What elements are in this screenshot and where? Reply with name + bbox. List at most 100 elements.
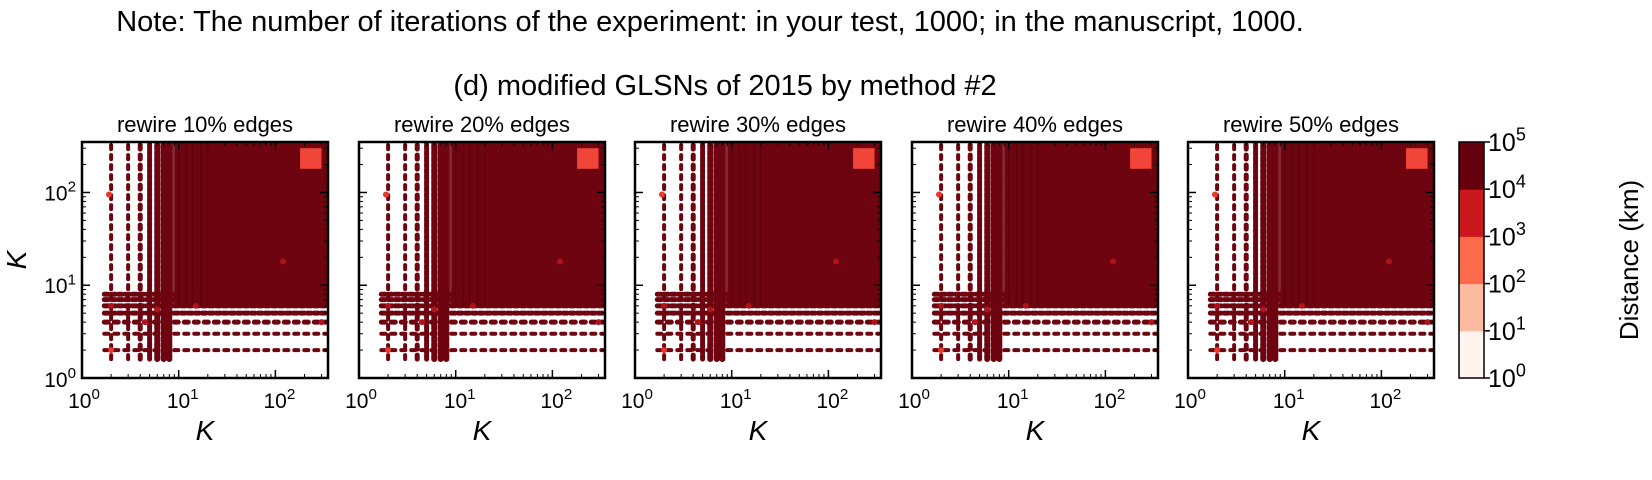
scatter-point-highlight-7	[871, 319, 878, 326]
scatter-point-highlight-4	[1022, 302, 1029, 309]
scatter-point-highlight-4	[469, 302, 476, 309]
scatter-point-highlight-1	[382, 191, 389, 198]
scatter-point-highlight-6	[1386, 258, 1393, 265]
x-tick-label: 102	[817, 386, 849, 413]
scatter-point-highlight-6	[1110, 258, 1117, 265]
x-tick-label: 100	[621, 386, 653, 413]
panel-2: rewire 20% edges 100 101 102 K	[345, 112, 607, 446]
y-tick-label: 101	[44, 271, 76, 298]
x-tick-label: 102	[541, 386, 573, 413]
figure-note: Note: The number of iterations of the ex…	[116, 6, 1304, 38]
x-axis-label: K	[1026, 415, 1046, 446]
x-tick-label: 102	[264, 386, 296, 413]
x-axis-label: K	[1302, 415, 1322, 446]
panel-3: rewire 30% edges 100 101 102 K	[621, 112, 883, 446]
x-tick-label: 100	[68, 386, 100, 413]
y-axis-label: K	[1, 249, 32, 269]
colorbar-bin-0	[1459, 330, 1484, 379]
scatter-point-highlight-7	[318, 319, 325, 326]
x-tick-label: 100	[898, 386, 930, 413]
high-k-cluster	[577, 148, 599, 169]
high-k-cluster	[1130, 148, 1152, 169]
x-axis-label: K	[749, 415, 769, 446]
panel-title: rewire 30% edges	[670, 112, 846, 137]
scatter-point-highlight-2	[1260, 306, 1267, 313]
x-axis-label: K	[473, 415, 493, 446]
scatter-point-highlight-7	[1424, 319, 1431, 326]
scatter-point-highlight-3	[385, 302, 392, 309]
panel-title: rewire 20% edges	[394, 112, 570, 137]
scatter-point-highlight-4	[192, 302, 199, 309]
x-tick-label: 101	[997, 386, 1029, 413]
colorbar-bin-3	[1459, 189, 1484, 237]
scatter-points	[654, 142, 881, 363]
scatter-points	[101, 142, 328, 363]
plot-frame	[80, 140, 330, 380]
scatter-point-highlight-5	[972, 319, 979, 326]
scatter-points	[378, 142, 605, 363]
dense-region	[1280, 142, 1434, 306]
scatter-point-highlight-5	[1248, 319, 1255, 326]
dense-region	[1004, 142, 1158, 306]
scatter-point-highlight-6	[557, 258, 564, 265]
scatter-point-highlight-1	[935, 191, 942, 198]
scatter-point-highlight-6	[833, 258, 840, 265]
x-tick-label: 100	[345, 386, 377, 413]
scatter-point-highlight-0	[385, 347, 392, 354]
colorbar-bin-2	[1459, 236, 1484, 285]
scatter-point-highlight-3	[938, 302, 945, 309]
scatter-point-highlight-0	[661, 347, 668, 354]
dense-region	[174, 142, 328, 306]
scatter-point-highlight-0	[108, 347, 115, 354]
scatter-point-highlight-4	[745, 302, 752, 309]
x-axis-label: K	[196, 415, 216, 446]
scatter-point-highlight-3	[661, 302, 668, 309]
x-tick-label: 102	[1094, 386, 1126, 413]
panel-title: rewire 10% edges	[117, 112, 293, 137]
colorbar-tick-label: 104	[1488, 172, 1526, 205]
colorbar-label: Distance (km)	[1614, 180, 1644, 340]
panel-title: rewire 50% edges	[1223, 112, 1399, 137]
scatter-point-highlight-2	[707, 306, 714, 313]
scatter-point-highlight-1	[105, 191, 112, 198]
colorbar-frame	[1458, 141, 1485, 379]
scatter-point-highlight-4	[1298, 302, 1305, 309]
colorbar-tick-label: 100	[1488, 361, 1526, 394]
colorbar-tick-label: 105	[1488, 125, 1526, 158]
y-tick-label: 100	[44, 365, 76, 392]
scatter-point-highlight-2	[431, 306, 438, 313]
colorbar-tick-label: 103	[1488, 219, 1526, 252]
dense-region	[451, 142, 605, 306]
scatter-point-highlight-7	[595, 319, 602, 326]
panel-title: rewire 40% edges	[947, 112, 1123, 137]
scatter-point-highlight-6	[280, 258, 287, 265]
scatter-point-highlight-2	[984, 306, 991, 313]
scatter-point-highlight-0	[938, 347, 945, 354]
x-tick-label: 101	[167, 386, 199, 413]
dense-region	[727, 142, 881, 306]
plot-frame	[1186, 140, 1436, 380]
colorbar-bin-4	[1459, 142, 1484, 190]
panel-5: rewire 50% edges 100 101 102 K	[1174, 112, 1436, 446]
scatter-point-highlight-5	[142, 319, 149, 326]
panel-4: rewire 40% edges 100 101 102 K	[898, 112, 1160, 446]
scatter-point-highlight-1	[1211, 191, 1218, 198]
colorbar-bin-1	[1459, 283, 1484, 332]
figure-title: (d) modified GLSNs of 2015 by method #2	[453, 70, 997, 102]
high-k-cluster	[1406, 148, 1428, 169]
x-tick-label: 100	[1174, 386, 1206, 413]
high-k-cluster	[300, 148, 322, 169]
scatter-point-highlight-1	[658, 191, 665, 198]
scatter-points	[931, 142, 1158, 363]
colorbar-tick-label: 102	[1488, 266, 1526, 299]
x-tick-label: 101	[720, 386, 752, 413]
y-tick-label: 102	[44, 179, 76, 206]
plot-frame	[633, 140, 883, 380]
x-tick-label: 101	[444, 386, 476, 413]
panel-1: rewire 10% edges 100 101 102 100 101 102 K K	[1, 112, 330, 446]
x-tick-label: 102	[1370, 386, 1402, 413]
scatter-point-highlight-2	[154, 306, 161, 313]
scatter-point-highlight-5	[695, 319, 702, 326]
scatter-point-highlight-7	[1148, 319, 1155, 326]
